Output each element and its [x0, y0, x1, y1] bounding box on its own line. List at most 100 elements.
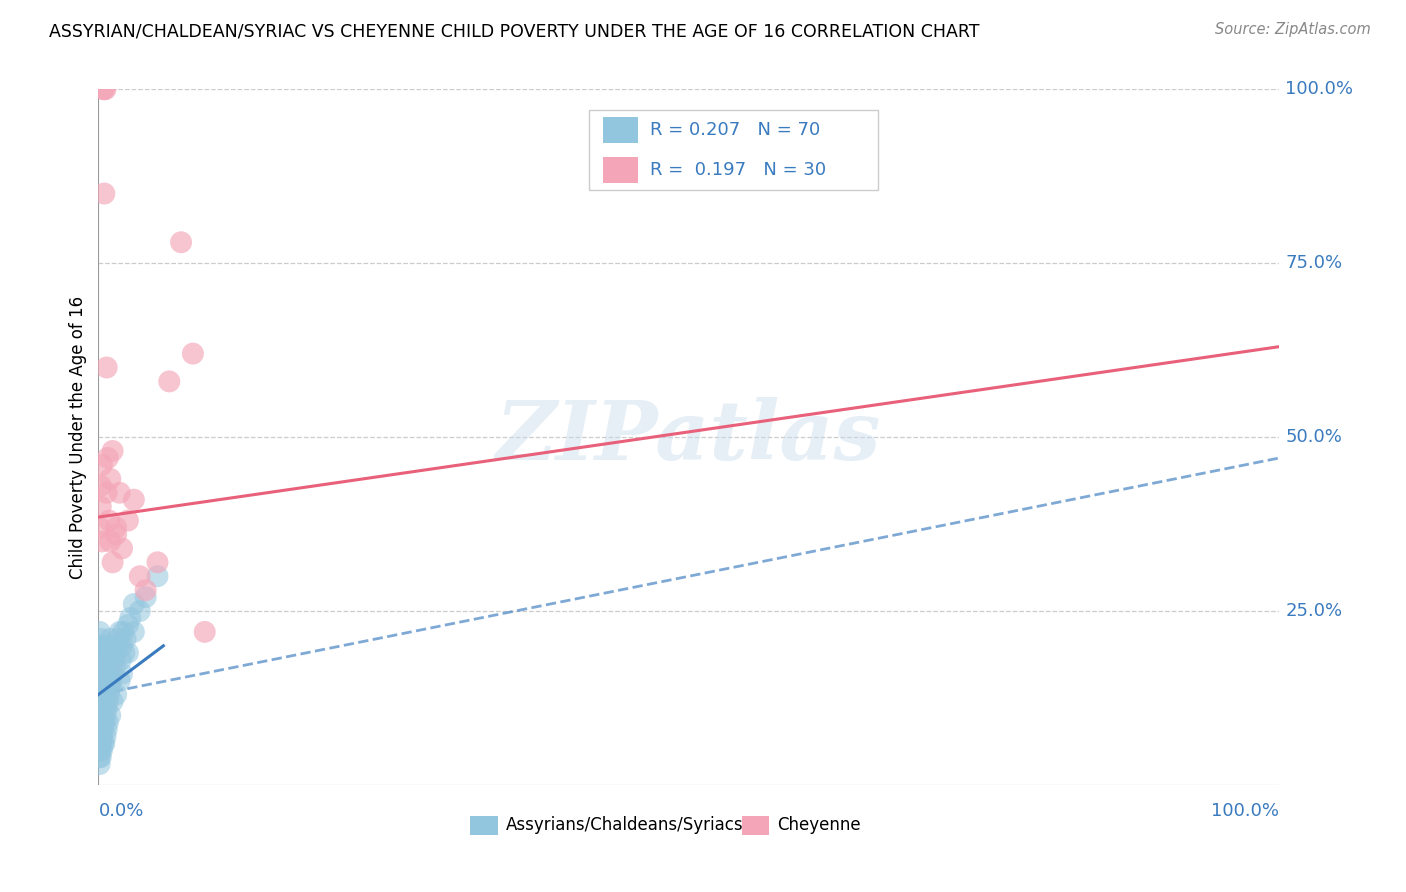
Point — [128, 569, 150, 583]
Point — [122, 597, 145, 611]
Point — [89, 639, 111, 653]
Point — [90, 681, 112, 695]
Point — [114, 632, 136, 646]
Point — [117, 646, 139, 660]
Point — [97, 694, 120, 708]
Point — [89, 757, 111, 772]
Point — [90, 750, 112, 764]
Point — [111, 666, 134, 681]
Point — [90, 715, 112, 730]
Point — [111, 541, 134, 556]
Point — [98, 632, 121, 646]
Point — [122, 624, 145, 639]
Point — [89, 520, 111, 534]
Point — [96, 653, 118, 667]
Point — [96, 723, 118, 737]
Point — [97, 639, 120, 653]
Point — [100, 673, 122, 688]
Point — [90, 479, 112, 493]
Point — [146, 555, 169, 569]
Point — [112, 624, 135, 639]
Point — [98, 472, 121, 486]
Point — [91, 534, 114, 549]
Point — [105, 527, 128, 541]
Point — [94, 708, 117, 723]
Point — [90, 743, 112, 757]
Point — [90, 500, 112, 514]
Point — [181, 346, 204, 360]
Point — [94, 729, 117, 743]
Point — [90, 701, 112, 715]
Point — [89, 708, 111, 723]
Point — [91, 708, 114, 723]
Point — [146, 569, 169, 583]
Text: 100.0%: 100.0% — [1212, 803, 1279, 821]
Point — [98, 514, 121, 528]
Point — [90, 736, 112, 750]
Point — [93, 186, 115, 201]
Point — [98, 688, 121, 702]
Point — [97, 715, 120, 730]
Point — [105, 639, 128, 653]
Point — [89, 743, 111, 757]
Text: 75.0%: 75.0% — [1285, 254, 1343, 272]
Point — [91, 729, 114, 743]
Point — [93, 715, 115, 730]
Text: Assyrians/Chaldeans/Syriacs: Assyrians/Chaldeans/Syriacs — [506, 816, 744, 834]
Text: Cheyenne: Cheyenne — [778, 816, 860, 834]
Point — [105, 688, 128, 702]
Point — [128, 604, 150, 618]
Point — [105, 520, 128, 534]
Point — [122, 492, 145, 507]
Point — [111, 639, 134, 653]
Point — [91, 458, 114, 472]
Point — [108, 624, 131, 639]
Point — [104, 659, 127, 673]
Point — [135, 590, 157, 604]
Point — [98, 708, 121, 723]
Text: 25.0%: 25.0% — [1285, 602, 1343, 620]
Point — [117, 514, 139, 528]
Text: R = 0.207   N = 70: R = 0.207 N = 70 — [650, 121, 820, 139]
Text: ASSYRIAN/CHALDEAN/SYRIAC VS CHEYENNE CHILD POVERTY UNDER THE AGE OF 16 CORRELATI: ASSYRIAN/CHALDEAN/SYRIAC VS CHEYENNE CHI… — [49, 22, 980, 40]
Point — [89, 694, 111, 708]
Point — [93, 639, 115, 653]
Point — [90, 632, 112, 646]
Point — [96, 485, 118, 500]
Point — [96, 360, 118, 375]
Point — [101, 666, 124, 681]
Text: 0.0%: 0.0% — [98, 803, 143, 821]
Point — [89, 750, 111, 764]
Point — [89, 624, 111, 639]
Point — [90, 659, 112, 673]
Text: Source: ZipAtlas.com: Source: ZipAtlas.com — [1215, 22, 1371, 37]
Point — [91, 694, 114, 708]
Point — [96, 701, 118, 715]
Point — [98, 534, 121, 549]
Point — [98, 681, 121, 695]
Point — [112, 646, 135, 660]
Text: R =  0.197   N = 30: R = 0.197 N = 30 — [650, 161, 827, 179]
Point — [93, 82, 115, 96]
Point — [101, 694, 124, 708]
Point — [91, 736, 114, 750]
Point — [93, 681, 115, 695]
Point — [94, 666, 117, 681]
Text: 100.0%: 100.0% — [1285, 80, 1354, 98]
Point — [91, 666, 114, 681]
Point — [93, 736, 115, 750]
Point — [91, 82, 114, 96]
Point — [91, 723, 114, 737]
Point — [89, 653, 111, 667]
Bar — [603, 157, 638, 183]
Point — [110, 653, 132, 667]
Point — [91, 688, 114, 702]
Point — [170, 235, 193, 250]
Point — [91, 646, 114, 660]
Point — [157, 375, 180, 389]
Point — [107, 632, 129, 646]
Point — [194, 624, 217, 639]
Text: 50.0%: 50.0% — [1285, 428, 1343, 446]
Point — [120, 611, 142, 625]
Bar — [471, 815, 498, 835]
